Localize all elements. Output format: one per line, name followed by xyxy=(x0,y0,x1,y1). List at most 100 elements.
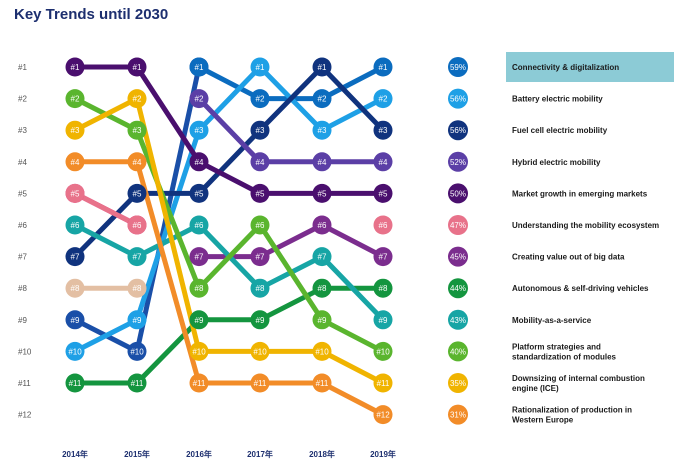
x-tick-label: 2018年 xyxy=(309,449,335,459)
rank-node-label: #10 xyxy=(68,347,82,356)
rank-node xyxy=(189,152,209,172)
rank-node-label: #3 xyxy=(133,126,142,135)
rank-node xyxy=(127,152,147,172)
rank-node-label: #9 xyxy=(318,316,327,325)
rank-node-label: #7 xyxy=(195,253,204,262)
share-value: 59% xyxy=(450,63,466,72)
rank-node-label: #2 xyxy=(71,95,80,104)
x-tick-label: 2019年 xyxy=(370,449,396,459)
rank-node xyxy=(373,247,393,267)
rank-node-label: #10 xyxy=(253,347,267,356)
rank-node-label: #9 xyxy=(256,316,265,325)
rank-tick-label: #12 xyxy=(18,411,32,420)
chart-title: Key Trends until 2030 xyxy=(14,6,169,23)
highlight-box xyxy=(506,52,674,82)
rank-node-label: #4 xyxy=(195,158,204,167)
rank-node xyxy=(189,57,209,77)
rank-node xyxy=(312,215,332,235)
trend-label: Market growth in emerging markets xyxy=(512,189,648,198)
rank-node-label: #5 xyxy=(133,189,142,198)
share-badge xyxy=(448,278,468,299)
rank-tick-label: #3 xyxy=(18,126,27,135)
rank-node xyxy=(189,183,209,203)
share-value: 43% xyxy=(450,316,466,325)
rank-node xyxy=(373,89,393,109)
rank-node xyxy=(127,215,147,235)
series-line xyxy=(72,222,386,323)
rank-node xyxy=(373,405,393,425)
rank-node xyxy=(189,310,209,330)
rank-node xyxy=(312,341,332,361)
rank-node-label: #8 xyxy=(195,284,204,293)
rank-node xyxy=(250,215,270,235)
rank-node xyxy=(189,278,209,298)
rank-node-label: #5 xyxy=(379,189,388,198)
share-value: 50% xyxy=(450,189,466,198)
trend-label: Platform strategies and xyxy=(512,342,601,351)
rank-node-label: #8 xyxy=(71,284,80,293)
rank-node-label: #2 xyxy=(256,95,265,104)
rank-node xyxy=(312,152,332,172)
rank-node xyxy=(127,278,147,298)
rank-node xyxy=(65,278,85,298)
rank-node-label: #6 xyxy=(133,221,142,230)
series-line xyxy=(72,190,140,228)
x-tick-label: 2017年 xyxy=(247,449,273,459)
share-value: 52% xyxy=(450,158,466,167)
rank-tick-label: #1 xyxy=(18,63,27,72)
series-line xyxy=(72,96,386,354)
rank-nodes: #9 #10 #1 #8 #8 #5 #6 #1 #2 #2 #1 #10 #9 #3 #1 #3 #2 #7 #5… xyxy=(65,57,393,425)
rank-node-label: #2 xyxy=(379,95,388,104)
trend-label: Fuel cell electric mobility xyxy=(512,126,608,135)
rank-node-label: #8 xyxy=(379,284,388,293)
share-badge xyxy=(448,404,468,425)
series-line xyxy=(196,96,386,165)
rank-node-label: #3 xyxy=(379,126,388,135)
rank-node xyxy=(312,373,332,393)
share-badge xyxy=(448,57,468,77)
rank-node-label: #1 xyxy=(195,63,204,72)
rank-node xyxy=(65,120,85,140)
x-tick-label: 2014年 xyxy=(62,449,88,459)
trend-label: Creating value out of big data xyxy=(512,253,625,262)
rank-node xyxy=(65,247,85,267)
rank-node xyxy=(127,341,147,361)
rank-node-label: #11 xyxy=(254,379,267,388)
rank-node-label: #1 xyxy=(133,63,142,72)
rank-node xyxy=(65,183,85,203)
share-value: 47% xyxy=(450,221,466,230)
rank-node xyxy=(127,57,147,77)
rank-node-label: #10 xyxy=(130,347,144,356)
rank-node-label: #8 xyxy=(318,284,327,293)
rank-tick-label: #6 xyxy=(18,221,27,230)
share-value: 35% xyxy=(450,379,466,388)
rank-node xyxy=(127,120,147,140)
rank-node xyxy=(312,89,332,109)
rank-node xyxy=(312,247,332,267)
trend-label: Autonomous & self-driving vehicles xyxy=(512,284,649,293)
rank-node-label: #9 xyxy=(195,316,204,325)
rank-tick-label: #11 xyxy=(18,379,31,388)
series-line xyxy=(72,64,386,196)
series-line xyxy=(72,64,386,354)
rank-node xyxy=(250,89,270,109)
rank-node-label: #7 xyxy=(256,253,265,262)
rank-node-label: #2 xyxy=(195,95,204,104)
rank-node-label: #4 xyxy=(318,158,327,167)
rank-node-label: #8 xyxy=(256,284,265,293)
rank-node-label: #5 xyxy=(195,189,204,198)
share-badge xyxy=(448,215,468,235)
rank-node-label: #11 xyxy=(69,379,82,388)
rank-node xyxy=(373,341,393,361)
share-value: 44% xyxy=(450,284,466,293)
rank-node-label: #3 xyxy=(256,126,265,135)
share-badge xyxy=(448,183,468,204)
rank-node xyxy=(312,310,332,330)
rank-node-label: #1 xyxy=(256,63,265,72)
rank-node-label: #8 xyxy=(133,284,142,293)
series-line xyxy=(72,285,386,386)
rank-node-label: #7 xyxy=(318,253,327,262)
rank-node-label: #2 xyxy=(133,95,142,104)
series-line xyxy=(196,64,386,102)
rank-node-label: #10 xyxy=(192,347,206,356)
